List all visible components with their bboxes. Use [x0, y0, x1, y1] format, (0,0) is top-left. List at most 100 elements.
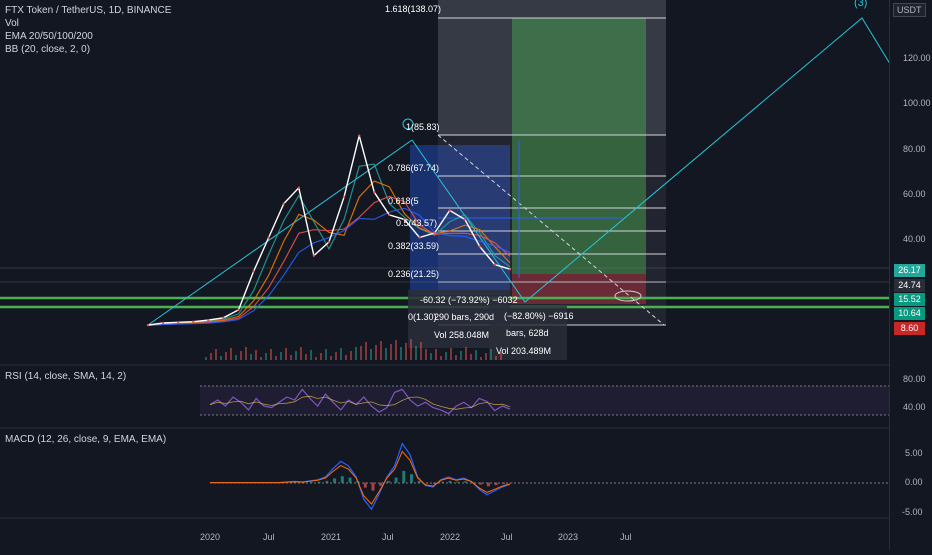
- x-tick-5: Jul: [501, 532, 513, 542]
- macd-hist-39: [510, 483, 513, 484]
- volume-bar-33: [370, 349, 372, 360]
- legend-symbol[interactable]: FTX Token / TetherUS, 1D, BINANCE: [5, 4, 171, 17]
- volume-bar-45: [430, 353, 432, 360]
- volume-bar-30: [355, 347, 357, 360]
- volume-bar-11: [260, 357, 262, 360]
- volume-bar-57: [490, 349, 492, 360]
- price-point-6: [237, 309, 239, 311]
- macd-hist-23: [387, 481, 390, 483]
- volume-bar-41: [410, 339, 412, 360]
- measure2-bars: bars, 628d: [506, 328, 549, 338]
- volume-bar-7: [240, 351, 242, 360]
- price-point-24: [509, 268, 511, 270]
- volume-bar-55: [480, 357, 482, 360]
- volume-bar-42: [415, 346, 417, 360]
- price-point-10: [298, 187, 300, 189]
- volume-bar-16: [285, 348, 287, 360]
- macd-hist-17: [341, 476, 344, 482]
- price-point-3: [192, 321, 194, 323]
- volume-bar-8: [245, 347, 247, 360]
- price-point-1: [162, 322, 164, 324]
- volume-bar-34: [375, 345, 377, 360]
- y-tick-60: 60.00: [903, 189, 926, 199]
- wave-label: (3): [854, 0, 867, 9]
- macd-tick-0: 0.00: [905, 477, 923, 487]
- macd-hist-31: [449, 481, 452, 483]
- macd-hist-27: [418, 481, 421, 483]
- macd-hist-25: [402, 471, 405, 483]
- x-tick-0: 2020: [200, 532, 220, 542]
- macd-hist-35: [479, 483, 482, 485]
- macd-hist-26: [410, 474, 413, 482]
- price-point-0: [147, 324, 149, 326]
- price-point-16: [388, 214, 390, 216]
- volume-bar-1: [210, 353, 212, 360]
- macd-hist-16: [333, 478, 336, 482]
- measure2-vol: Vol 203.489M: [496, 346, 551, 356]
- price-tag-last: 26.17: [894, 264, 925, 277]
- volume-bar-56: [485, 353, 487, 360]
- macd-hist-24: [395, 478, 398, 483]
- macd-tick-neg5: -5.00: [902, 507, 923, 517]
- volume-bar-50: [455, 355, 457, 360]
- volume-bar-25: [330, 356, 332, 360]
- axis-unit-label[interactable]: USDT: [893, 3, 926, 17]
- volume-bar-40: [405, 343, 407, 360]
- volume-bar-29: [350, 351, 352, 360]
- volume-bar-39: [400, 347, 402, 360]
- price-point-21: [464, 218, 466, 220]
- price-point-23: [494, 264, 496, 266]
- volume-bar-47: [440, 356, 442, 360]
- legend-rsi[interactable]: RSI (14, close, SMA, 14, 2): [5, 370, 126, 383]
- fib-label-0236: 0.236(21.25): [388, 269, 439, 279]
- volume-bar-2: [215, 349, 217, 360]
- legend-bb[interactable]: BB (20, close, 2, 0): [5, 43, 90, 56]
- y-tick-100: 100.00: [903, 98, 931, 108]
- price-point-8: [268, 236, 270, 238]
- volume-bar-22: [315, 357, 317, 360]
- price-point-5: [222, 317, 224, 319]
- volume-bar-51: [460, 351, 462, 360]
- x-axis-ticks: 2020 Jul 2021 Jul 2022 Jul 2023 Jul: [200, 532, 632, 542]
- volume-bar-52: [465, 347, 467, 360]
- price-point-11: [313, 254, 315, 256]
- macd-hist-38: [502, 483, 505, 484]
- macd-hist-18: [349, 478, 352, 483]
- x-tick-3: Jul: [382, 532, 394, 542]
- macd-hist-32: [456, 482, 459, 483]
- volume-bar-49: [450, 348, 452, 360]
- x-tick-6: 2023: [558, 532, 578, 542]
- macd-hist-37: [495, 483, 498, 486]
- price-point-22: [479, 245, 481, 247]
- macd-hist-36: [487, 483, 490, 487]
- x-tick-7: Jul: [620, 532, 632, 542]
- x-tick-2: 2021: [321, 532, 341, 542]
- x-tick-4: 2022: [440, 532, 460, 542]
- price-point-7: [252, 270, 254, 272]
- macd-hist-14: [318, 482, 321, 483]
- rsi-tick-40: 40.00: [903, 402, 926, 412]
- macd-hist-21: [372, 483, 375, 491]
- fib-label-1: 1(85.83): [406, 122, 440, 132]
- macd-series: [210, 444, 513, 510]
- volume-bar-26: [335, 352, 337, 360]
- macd-signal-line: [210, 451, 510, 504]
- volume-bar-18: [295, 351, 297, 360]
- legend-ema[interactable]: EMA 20/50/100/200: [5, 30, 93, 43]
- price-tag-high: 24.74: [894, 279, 925, 292]
- macd-hist-22: [379, 483, 382, 486]
- measure1-vol: Vol 258.048M: [434, 330, 489, 340]
- volume-bar-19: [300, 347, 302, 360]
- volume-bar-32: [365, 342, 367, 360]
- price-tag-support2: 10.64: [894, 307, 925, 320]
- volume-bar-15: [280, 352, 282, 360]
- volume-bar-6: [235, 355, 237, 360]
- legend-macd[interactable]: MACD (12, 26, close, 9, EMA, EMA): [5, 433, 166, 446]
- volume-bar-23: [320, 353, 322, 360]
- volume-bar-27: [340, 348, 342, 360]
- long-position-stop: [512, 274, 646, 304]
- volume-bar-4: [225, 352, 227, 360]
- legend-vol[interactable]: Vol: [5, 17, 19, 30]
- macd-tick-5: 5.00: [905, 448, 923, 458]
